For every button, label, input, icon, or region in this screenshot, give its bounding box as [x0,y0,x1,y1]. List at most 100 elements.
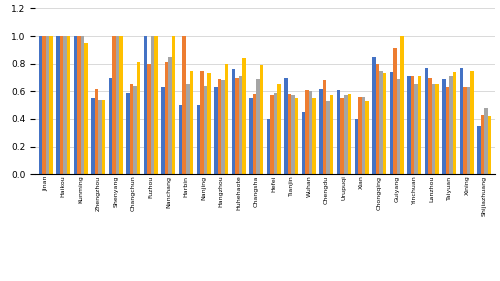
Bar [165,62,168,174]
Bar [182,36,186,174]
Bar [460,68,464,174]
Bar [376,64,379,174]
Bar [168,57,172,174]
Bar [323,80,326,174]
Bar [91,98,94,174]
Bar [432,84,436,174]
Bar [481,115,484,174]
Bar [224,64,228,174]
Bar [358,97,362,174]
Bar [260,65,263,174]
Bar [442,79,446,174]
Bar [238,76,242,174]
Bar [354,119,358,174]
Bar [120,36,123,174]
Bar [235,78,238,174]
Bar [428,78,432,174]
Bar [63,36,66,174]
Bar [326,101,330,174]
Bar [488,116,492,174]
Bar [249,98,252,174]
Bar [84,43,87,174]
Bar [130,84,134,174]
Bar [464,87,467,174]
Bar [42,36,45,174]
Bar [382,73,386,174]
Bar [267,119,270,174]
Bar [302,112,306,174]
Bar [252,94,256,174]
Bar [38,36,42,174]
Bar [66,36,70,174]
Bar [410,76,414,174]
Bar [148,64,151,174]
Bar [453,72,456,174]
Bar [151,36,154,174]
Bar [470,71,474,174]
Bar [400,36,404,174]
Bar [274,93,278,174]
Bar [207,73,210,174]
Bar [214,87,218,174]
Bar [372,57,376,174]
Bar [418,76,422,174]
Bar [232,69,235,174]
Bar [162,87,165,174]
Bar [425,68,428,174]
Bar [467,87,470,174]
Bar [278,84,281,174]
Bar [256,79,260,174]
Bar [414,84,418,174]
Bar [362,97,365,174]
Bar [80,36,84,174]
Bar [312,98,316,174]
Bar [186,84,190,174]
Bar [221,80,224,174]
Bar [484,108,488,174]
Bar [108,78,112,174]
Bar [94,89,98,174]
Bar [407,76,410,174]
Bar [60,36,63,174]
Bar [284,78,288,174]
Bar [242,58,246,174]
Bar [77,36,80,174]
Bar [102,100,105,174]
Bar [330,96,334,174]
Bar [295,98,298,174]
Bar [172,36,176,174]
Bar [190,71,193,174]
Bar [396,79,400,174]
Bar [74,36,77,174]
Bar [393,49,396,174]
Bar [379,71,382,174]
Bar [436,84,439,174]
Bar [320,89,323,174]
Bar [306,90,309,174]
Bar [337,90,340,174]
Bar [200,71,203,174]
Bar [218,79,221,174]
Bar [46,36,49,174]
Bar [154,36,158,174]
Bar [348,94,351,174]
Bar [134,86,137,174]
Bar [365,101,368,174]
Bar [450,76,453,174]
Bar [478,126,481,174]
Bar [390,72,393,174]
Bar [144,36,148,174]
Bar [270,96,274,174]
Bar [309,91,312,174]
Bar [98,100,102,174]
Bar [340,98,344,174]
Bar [204,86,207,174]
Bar [112,36,116,174]
Bar [116,36,119,174]
Bar [288,94,292,174]
Bar [126,93,130,174]
Bar [179,105,182,174]
Bar [292,96,295,174]
Bar [196,105,200,174]
Bar [344,96,348,174]
